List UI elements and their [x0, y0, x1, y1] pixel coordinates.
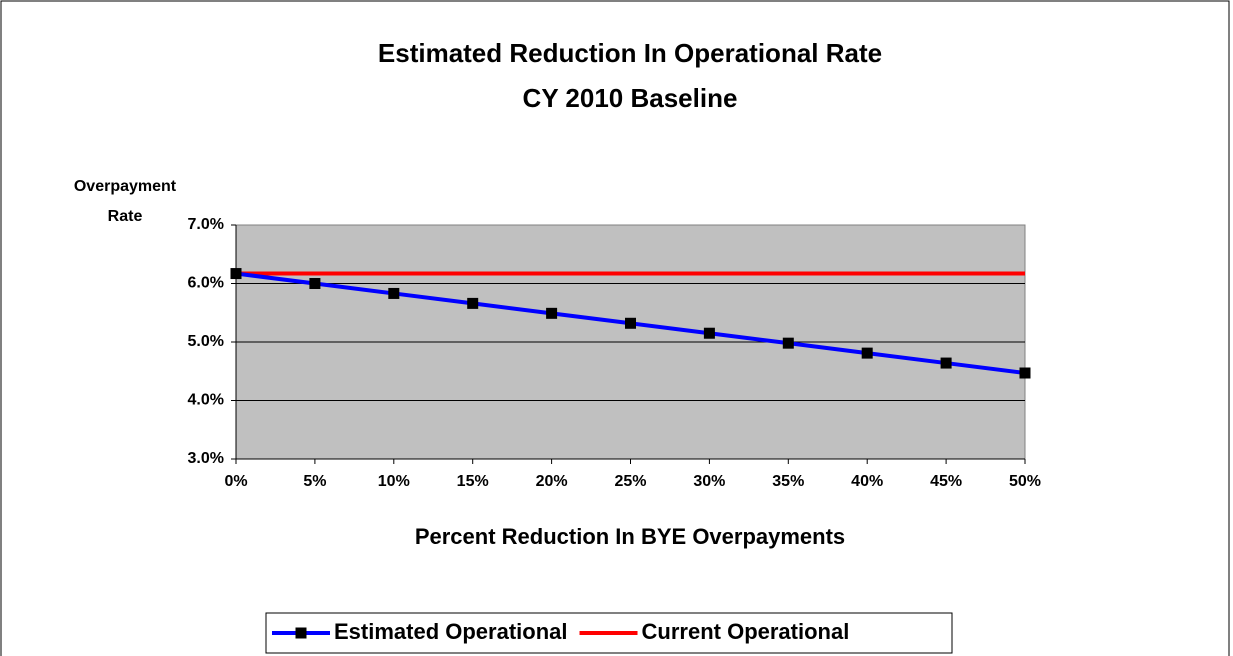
x-tick-label: 45% — [930, 473, 962, 490]
x-axis-label: Percent Reduction In BYE Overpayments — [415, 524, 845, 549]
marker — [309, 278, 321, 289]
y-tick-label: 4.0% — [188, 392, 224, 409]
marker — [230, 268, 242, 280]
marker — [861, 347, 873, 359]
legend-label: Current Operational — [642, 619, 850, 644]
chart-title: Estimated Reduction In Operational Rate — [378, 38, 882, 68]
legend-label: Estimated Operational — [334, 619, 568, 644]
marker — [546, 307, 558, 319]
x-tick-label: 50% — [1009, 473, 1041, 490]
marker — [388, 287, 400, 299]
x-tick-label: 30% — [693, 473, 725, 490]
chart-subtitle: CY 2010 Baseline — [523, 83, 738, 113]
y-axis-label: Rate — [108, 208, 143, 225]
y-tick-label: 7.0% — [188, 216, 224, 233]
y-tick-label: 6.0% — [188, 275, 224, 292]
x-tick-label: 25% — [614, 473, 646, 490]
y-axis-label: Overpayment — [74, 178, 177, 195]
x-tick-label: 35% — [772, 473, 804, 490]
x-tick-label: 20% — [536, 473, 568, 490]
marker — [625, 317, 636, 329]
x-tick-label: 15% — [457, 473, 489, 490]
marker — [1019, 367, 1031, 379]
marker — [940, 357, 952, 369]
y-tick-label: 5.0% — [188, 333, 224, 350]
marker — [703, 327, 715, 339]
x-tick-label: 40% — [851, 473, 883, 490]
x-tick-label: 0% — [224, 473, 247, 490]
marker — [782, 337, 794, 349]
marker — [467, 297, 479, 309]
y-tick-label: 3.0% — [188, 450, 224, 467]
x-tick-label: 10% — [378, 473, 410, 490]
legend-marker — [295, 627, 307, 639]
x-tick-label: 5% — [303, 473, 326, 490]
